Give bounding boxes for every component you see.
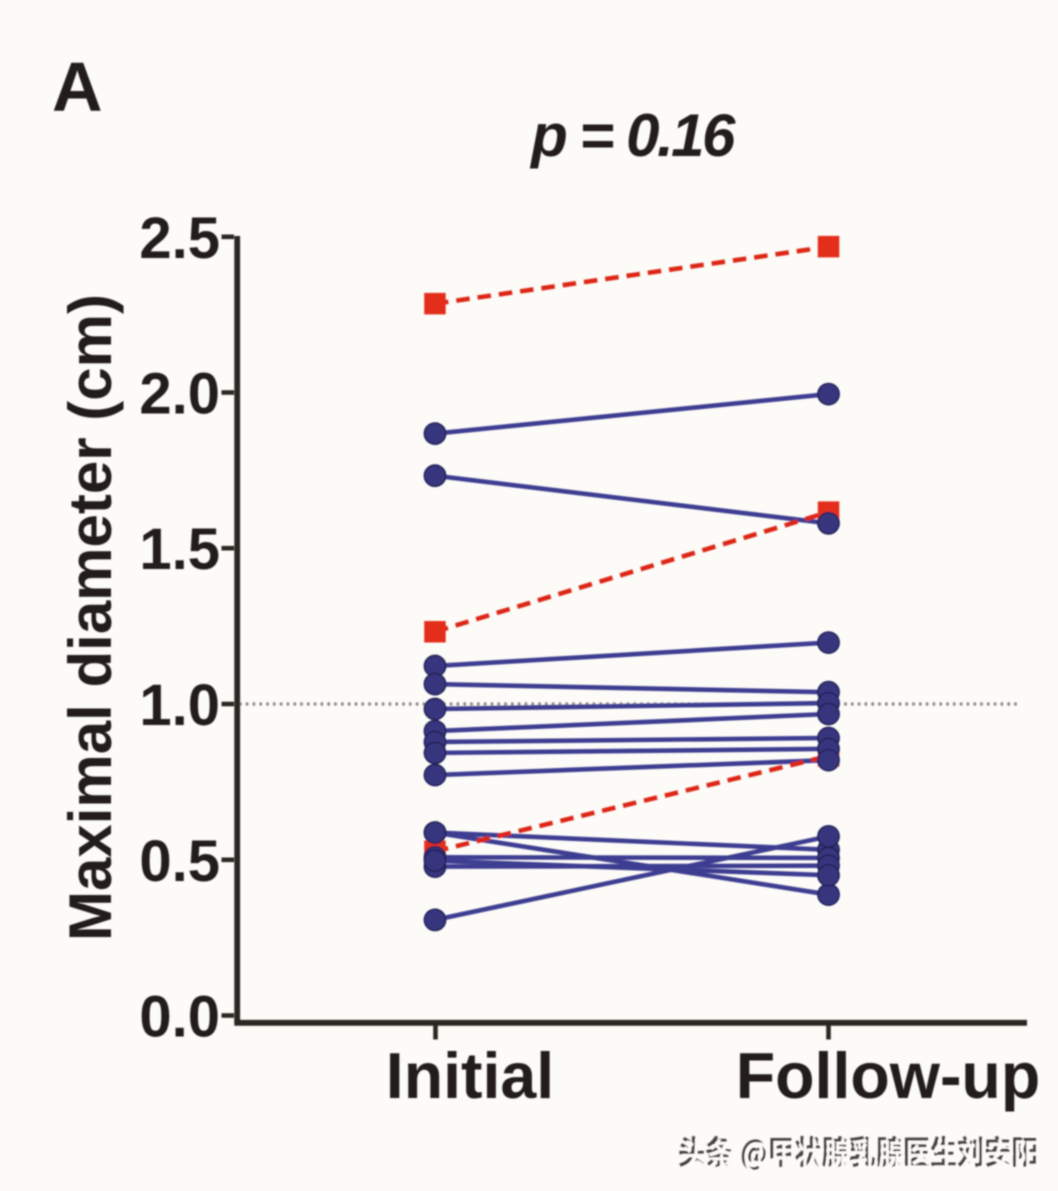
- svg-text:1.5: 1.5: [139, 517, 220, 582]
- svg-text:0.0: 0.0: [139, 985, 220, 1050]
- svg-text:Maximal diameter (cm): Maximal diameter (cm): [57, 294, 124, 941]
- svg-text:A: A: [52, 48, 103, 126]
- svg-text:2.0: 2.0: [139, 362, 220, 427]
- svg-text:Initial: Initial: [386, 1040, 554, 1112]
- svg-text:2.5: 2.5: [139, 206, 220, 271]
- svg-text:0.5: 0.5: [139, 829, 220, 894]
- svg-text:p = 0.16: p = 0.16: [529, 102, 736, 169]
- svg-text:1.0: 1.0: [139, 673, 220, 738]
- svg-text:Follow-up: Follow-up: [736, 1040, 1041, 1112]
